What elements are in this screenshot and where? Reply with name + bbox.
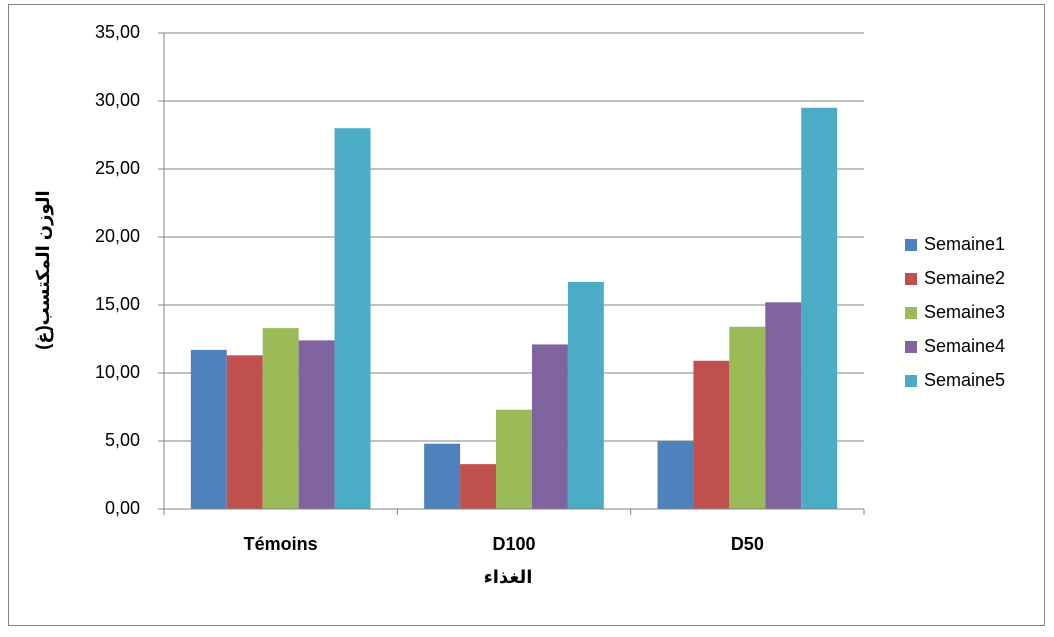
bar (531, 344, 568, 509)
bar (657, 441, 694, 509)
x-tick-label: D50 (731, 534, 764, 554)
bar (567, 281, 604, 509)
x-axis-label: الغذاء (484, 567, 533, 587)
y-tick-label: 20,00 (95, 226, 140, 246)
legend-label: Semaine3 (924, 302, 1005, 322)
y-tick-label: 35,00 (95, 22, 140, 42)
legend-swatch (905, 239, 917, 251)
legend-swatch (905, 273, 917, 285)
legend-label: Semaine1 (924, 234, 1005, 254)
bar (190, 349, 227, 509)
bar (765, 302, 802, 509)
bar (693, 360, 730, 509)
legend-swatch (905, 375, 917, 387)
bar (298, 340, 335, 509)
bar (801, 107, 838, 510)
legend-label: Semaine2 (924, 268, 1005, 288)
legend-label: Semaine5 (924, 370, 1005, 390)
y-axis-label: الوزن المكتسب(غ) (33, 190, 54, 349)
bar (424, 443, 461, 509)
bar (729, 326, 766, 509)
bar (262, 328, 299, 509)
bar (496, 409, 532, 509)
y-tick-label: 0,00 (105, 498, 140, 518)
bar (226, 355, 263, 509)
x-tick-label: Témoins (244, 534, 318, 554)
legend-swatch (905, 307, 917, 319)
y-tick-label: 30,00 (95, 90, 140, 110)
y-tick-label: 25,00 (95, 158, 140, 178)
legend-swatch (905, 341, 917, 353)
legend-label: Semaine4 (924, 336, 1005, 356)
bar (460, 464, 497, 509)
bar (334, 128, 371, 509)
y-tick-label: 5,00 (105, 430, 140, 450)
x-tick-label: D100 (492, 534, 535, 554)
y-tick-label: 10,00 (95, 362, 140, 382)
chart-border (8, 4, 1045, 626)
y-tick-label: 15,00 (95, 294, 140, 314)
